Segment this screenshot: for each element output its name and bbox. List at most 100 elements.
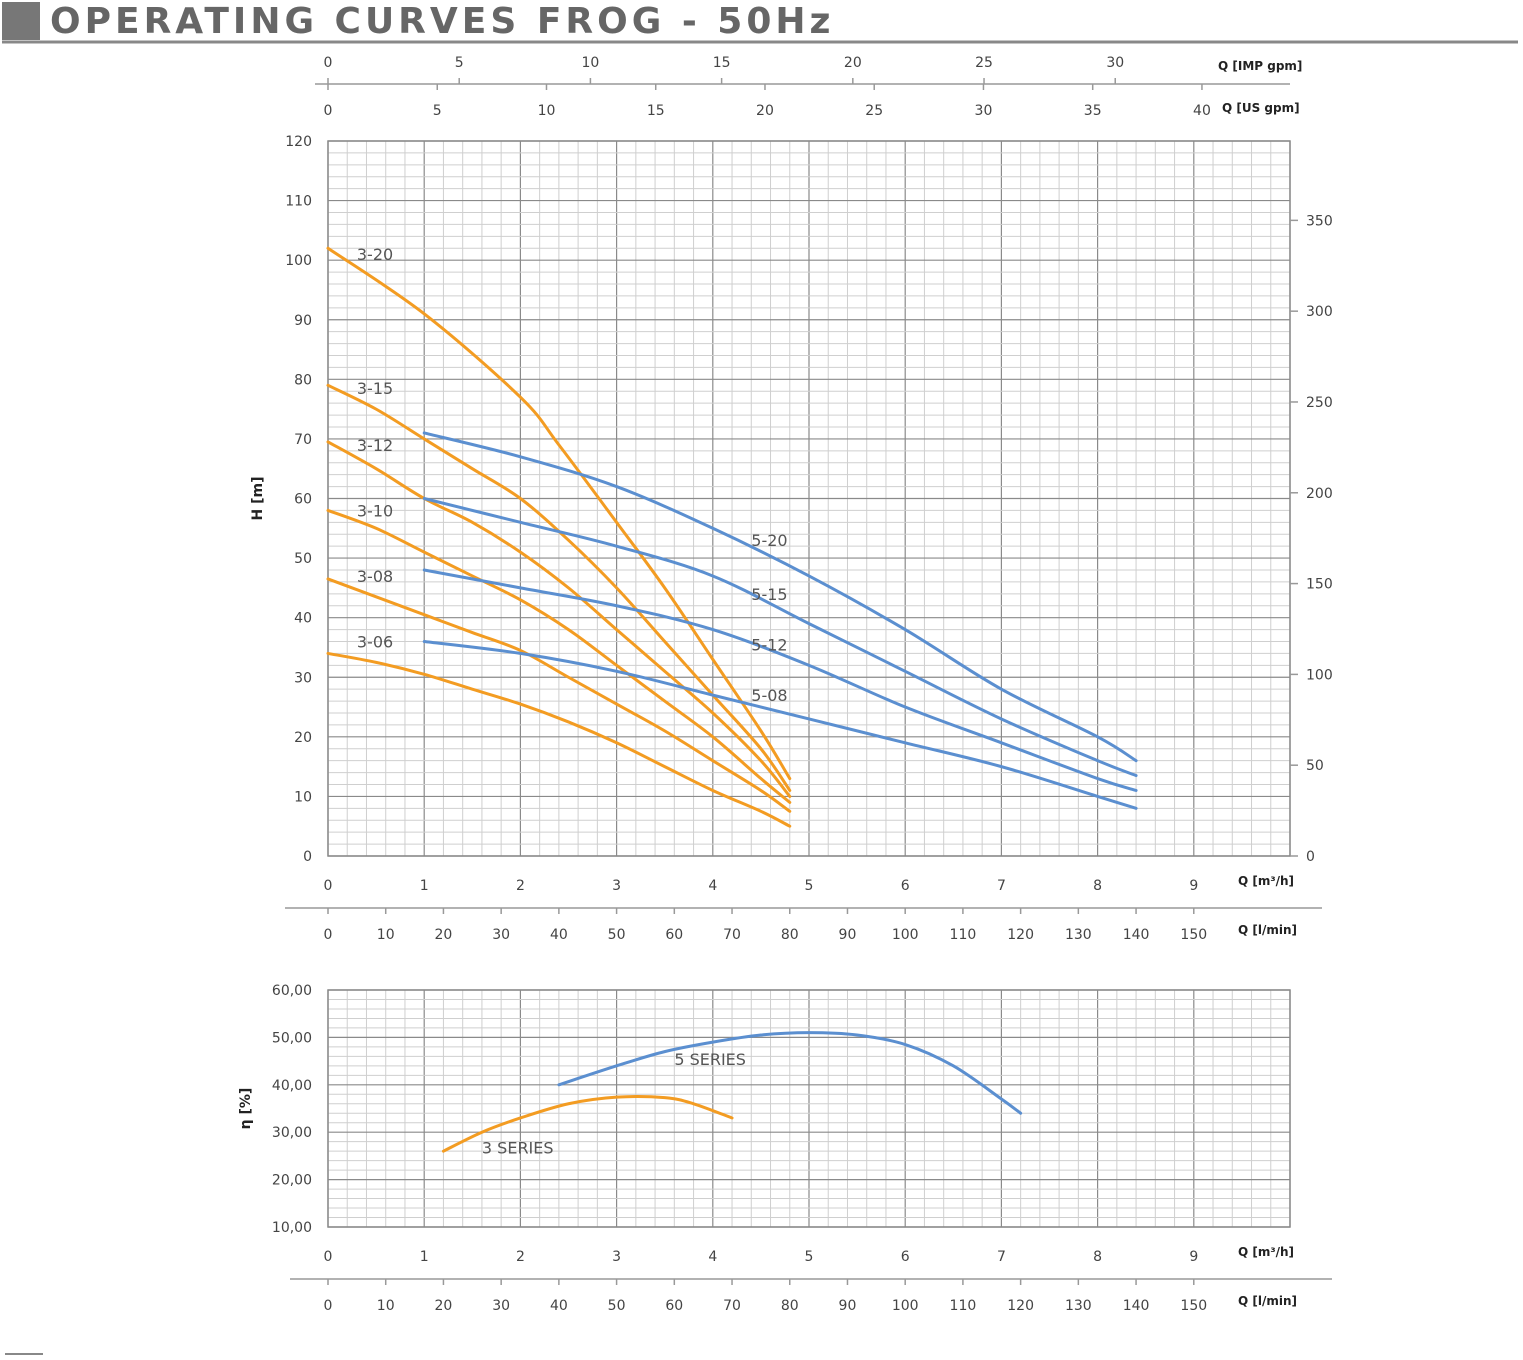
x-tick-label: 7 [997, 878, 1006, 894]
series-line-5-series [557, 1031, 1023, 1115]
curve-label: 3-10 [357, 501, 393, 520]
x-tick-label: 3 [612, 878, 621, 894]
x-tick-label: 3 [612, 1249, 621, 1265]
curve-label: 3-06 [357, 632, 393, 651]
y-tick-label: 70 [294, 432, 312, 448]
x-tick-label: 4 [708, 878, 717, 894]
head-curves-grid [327, 140, 1291, 857]
x-tick-label: 2 [516, 878, 525, 894]
y-tick-label: 20,00 [272, 1173, 312, 1189]
lmin-tick-label: 70 [723, 1298, 741, 1314]
lmin-tick-label: 20 [435, 927, 453, 943]
efficiency-curves-grid [327, 989, 1291, 1228]
title-block [2, 2, 40, 40]
curve-label: 3-08 [357, 567, 393, 586]
lmin-tick-label: 140 [1123, 1298, 1150, 1314]
x-tick-label: 6 [901, 878, 910, 894]
top-axis-title: Q [US gpm] [1222, 101, 1300, 115]
top-tick-label: 25 [975, 55, 993, 71]
y-tick-label: 30,00 [272, 1125, 312, 1141]
series-line-3-06 [326, 651, 792, 828]
x-tick-label: 4 [708, 1249, 717, 1265]
curve-label: 3 SERIES [482, 1139, 554, 1158]
lmin-tick-label: 110 [950, 927, 977, 943]
right-tick-label: 0 [1306, 849, 1315, 865]
top-tick-label: 10 [581, 55, 599, 71]
y-tick-label: 10,00 [272, 1220, 312, 1236]
top-tick-label: 5 [433, 103, 442, 119]
curve-label: 5-12 [751, 635, 787, 654]
y-tick-label: 120 [285, 134, 312, 150]
y-axis-title: η [%] [238, 1088, 254, 1130]
lmin-tick-label: 140 [1123, 927, 1150, 943]
series-line-5-12 [422, 568, 1138, 792]
lmin-tick-label: 100 [892, 1298, 919, 1314]
lmin-tick-label: 0 [324, 1298, 333, 1314]
curve-label: 5 SERIES [674, 1050, 746, 1069]
lmin-tick-label: 80 [781, 927, 799, 943]
x-tick-label: 8 [1093, 1249, 1102, 1265]
curve-label: 5-08 [751, 686, 787, 705]
x-tick-label: 2 [516, 1249, 525, 1265]
y-tick-label: 90 [294, 313, 312, 329]
y-tick-label: 30 [294, 670, 312, 686]
lmin-tick-label: 60 [665, 1298, 683, 1314]
lmin-tick-label: 40 [550, 1298, 568, 1314]
y-tick-label: 110 [285, 194, 312, 210]
top-tick-label: 30 [1106, 55, 1124, 71]
right-tick-label: 150 [1306, 577, 1333, 593]
series-line-5-15 [422, 497, 1138, 778]
y-tick-label: 100 [285, 253, 312, 269]
top-tick-label: 40 [1193, 103, 1211, 119]
series-line-3-20 [326, 246, 792, 781]
top-tick-label: 5 [455, 55, 464, 71]
y-tick-label: 50,00 [272, 1030, 312, 1046]
lmin-tick-label: 10 [377, 1298, 395, 1314]
lmin-tick-label: 0 [324, 927, 333, 943]
x-tick-label: 5 [805, 1249, 814, 1265]
x-tick-label: 7 [997, 1249, 1006, 1265]
series-line-3-10 [326, 508, 792, 804]
top-tick-label: 0 [324, 55, 333, 71]
top-tick-label: 15 [647, 103, 665, 119]
top-axis-title: Q [IMP gpm] [1218, 59, 1302, 73]
x-tick-label: 9 [1189, 878, 1198, 894]
curve-label: 5-20 [751, 531, 787, 550]
top-tick-label: 25 [865, 103, 883, 119]
x-tick-label: 0 [324, 1249, 333, 1265]
head-curves-frame [327, 140, 1291, 857]
lmin-tick-label: 150 [1180, 1298, 1207, 1314]
right-tick-label: 300 [1306, 304, 1333, 320]
top-tick-label: 35 [1084, 103, 1102, 119]
x-tick-label: 8 [1093, 878, 1102, 894]
top-tick-label: 20 [844, 55, 862, 71]
series-line-3-08 [326, 577, 792, 813]
lmin-tick-label: 90 [839, 927, 857, 943]
y-tick-label: 60,00 [272, 983, 312, 999]
curve-label: 3-15 [357, 379, 393, 398]
series-line-3-15 [326, 383, 792, 792]
y-tick-label: 40 [294, 611, 312, 627]
lmin-axis-title: Q [l/min] [1238, 923, 1297, 937]
series-line-3-12 [326, 440, 792, 798]
series-line-5-20 [422, 431, 1138, 763]
curve-label: 3-20 [357, 245, 393, 264]
top-tick-label: 10 [538, 103, 556, 119]
y-tick-label: 20 [294, 730, 312, 746]
x-tick-label: 6 [901, 1249, 910, 1265]
curve-label: 5-15 [751, 585, 787, 604]
lmin-tick-label: 60 [665, 927, 683, 943]
right-tick-label: 100 [1306, 667, 1333, 683]
x-tick-label: 9 [1189, 1249, 1198, 1265]
x-axis-title: Q [m³/h] [1238, 1245, 1294, 1259]
lmin-tick-label: 150 [1180, 927, 1207, 943]
right-tick-label: 250 [1306, 395, 1333, 411]
lmin-tick-label: 120 [1007, 1298, 1034, 1314]
y-tick-label: 10 [294, 789, 312, 805]
right-tick-label: 50 [1306, 758, 1324, 774]
y-axis-title: H [m] [250, 477, 266, 521]
lmin-tick-label: 40 [550, 927, 568, 943]
lmin-tick-label: 50 [608, 927, 626, 943]
x-tick-label: 1 [420, 1249, 429, 1265]
